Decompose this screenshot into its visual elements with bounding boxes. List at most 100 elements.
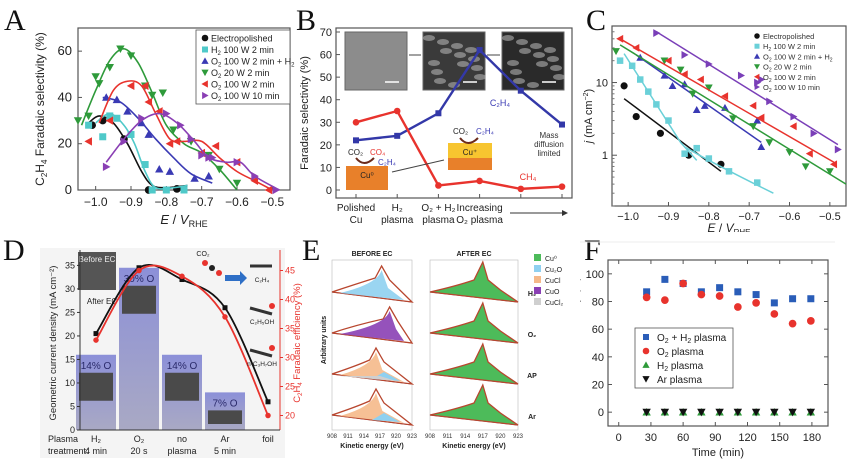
data-point	[211, 141, 220, 151]
y-tick-label: 0	[70, 425, 75, 435]
y-tick-label: 60	[58, 43, 72, 58]
x-axis-label: Time (min)	[692, 447, 744, 459]
row-label: Plasma	[48, 434, 78, 444]
data-point	[697, 408, 706, 417]
data-point	[559, 121, 565, 128]
bar-label: 14% O	[167, 361, 198, 372]
data-point	[806, 317, 815, 325]
data-point	[113, 114, 121, 122]
data-point	[123, 107, 132, 115]
spectrum-1-2	[429, 342, 519, 385]
y-tick-label: 35	[65, 260, 75, 270]
y-tick-label: 0	[326, 185, 332, 197]
data-point	[393, 107, 401, 115]
row-label: Ar	[528, 414, 536, 421]
sem-texture	[550, 65, 562, 71]
data-point	[665, 117, 672, 124]
sem-inset	[122, 285, 156, 314]
y-tick-label: 60	[320, 50, 332, 62]
fit-line-2	[684, 146, 774, 194]
legend-marker	[201, 80, 208, 88]
data-point	[558, 183, 566, 190]
legend-label: O2 + H2 plasma	[657, 333, 727, 345]
data-point	[99, 133, 107, 141]
data-point	[102, 162, 111, 172]
data-point	[127, 130, 135, 138]
data-point	[645, 88, 652, 95]
data-point	[733, 408, 743, 417]
sem-texture	[440, 48, 452, 54]
x-tick-label: 911	[343, 434, 353, 440]
data-point	[834, 145, 842, 154]
fit-line	[655, 31, 839, 146]
data-point	[788, 408, 797, 417]
data-point	[162, 109, 171, 118]
x-category-label: foil	[262, 434, 274, 444]
legend-label: Electropolished	[211, 34, 273, 44]
data-point	[162, 186, 170, 194]
y-tick-label: 30	[320, 117, 332, 129]
sem-texture	[547, 56, 559, 62]
c2h4-series-label: C₂H₄	[490, 98, 510, 108]
fit-line	[105, 112, 280, 191]
plot-f-frame	[607, 259, 829, 427]
panel-label-c: C	[586, 4, 607, 37]
data-point	[179, 277, 185, 283]
data-point	[616, 57, 624, 64]
data-point	[704, 84, 713, 92]
data-point	[753, 116, 762, 124]
data-point	[140, 81, 149, 91]
data-point	[749, 101, 757, 110]
chart-d-bar-current-density: 14% O 30% O 14% O 7% O Before EC After EC 0 5 10…	[40, 248, 304, 458]
data-point	[215, 165, 224, 174]
x-category-label: Cu	[350, 215, 363, 226]
y-tick-label: 20	[58, 136, 72, 151]
sem-image-0	[344, 31, 408, 91]
data-point	[172, 137, 181, 146]
cuplus-arrow	[459, 137, 479, 144]
data-point	[84, 112, 93, 121]
sem-texture	[474, 74, 486, 80]
y2-axis-label: C2H4 Faradaic efficiency (%)	[292, 283, 304, 403]
c2h4-label-2: C₂H₄	[476, 127, 494, 136]
data-point	[790, 112, 798, 121]
molecule-bond	[249, 348, 273, 358]
product-label: C₂H₄	[255, 277, 270, 284]
data-point	[73, 117, 83, 125]
x-tick-label: −0.9	[119, 195, 143, 209]
x-tick-label: 917	[375, 434, 386, 440]
legend-label: O2 100 W 2 min	[211, 80, 274, 92]
data-point	[653, 101, 660, 108]
x-tick-label: 920	[495, 434, 506, 440]
data-point	[660, 57, 669, 65]
data-point	[165, 167, 175, 175]
spectrum-1-3	[429, 383, 519, 426]
data-point	[136, 267, 142, 274]
spectra-frame	[429, 259, 519, 431]
data-point	[721, 92, 729, 101]
data-point	[679, 279, 687, 288]
data-point	[222, 314, 228, 320]
y-axis-label: CO Faradaic Efficiency (%)	[580, 277, 581, 409]
x-category-label: no	[177, 434, 187, 444]
sem-texture	[544, 47, 556, 53]
sem-texture	[536, 61, 548, 67]
data-point	[251, 171, 259, 181]
data-point	[668, 81, 677, 89]
legend-marker	[754, 84, 760, 90]
sem-inset	[79, 372, 113, 401]
legend-label: H2 100 W 2 min	[763, 42, 815, 53]
data-point	[737, 71, 746, 80]
legend-label: H2 plasma	[657, 361, 704, 373]
x-category-label: Polished	[337, 203, 375, 214]
y-tick-label: 30	[65, 284, 75, 294]
mass-diffusion-label: limited	[537, 149, 560, 158]
cu0-area	[429, 383, 519, 426]
legend-marker	[754, 53, 760, 59]
data-point	[272, 185, 281, 195]
legend-marker	[202, 46, 208, 53]
legend-swatch	[534, 265, 541, 272]
fit-line	[623, 98, 722, 172]
ch4-series-label: CH₄	[520, 172, 537, 182]
